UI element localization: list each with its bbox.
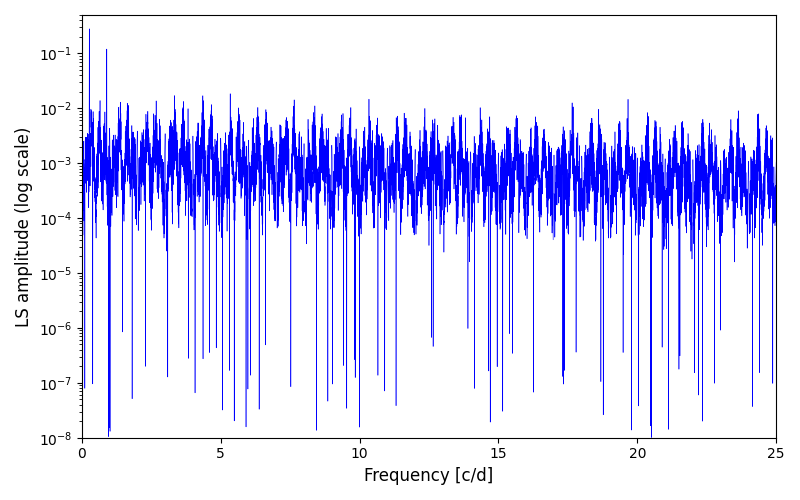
Y-axis label: LS amplitude (log scale): LS amplitude (log scale) bbox=[15, 126, 33, 326]
X-axis label: Frequency [c/d]: Frequency [c/d] bbox=[364, 467, 494, 485]
